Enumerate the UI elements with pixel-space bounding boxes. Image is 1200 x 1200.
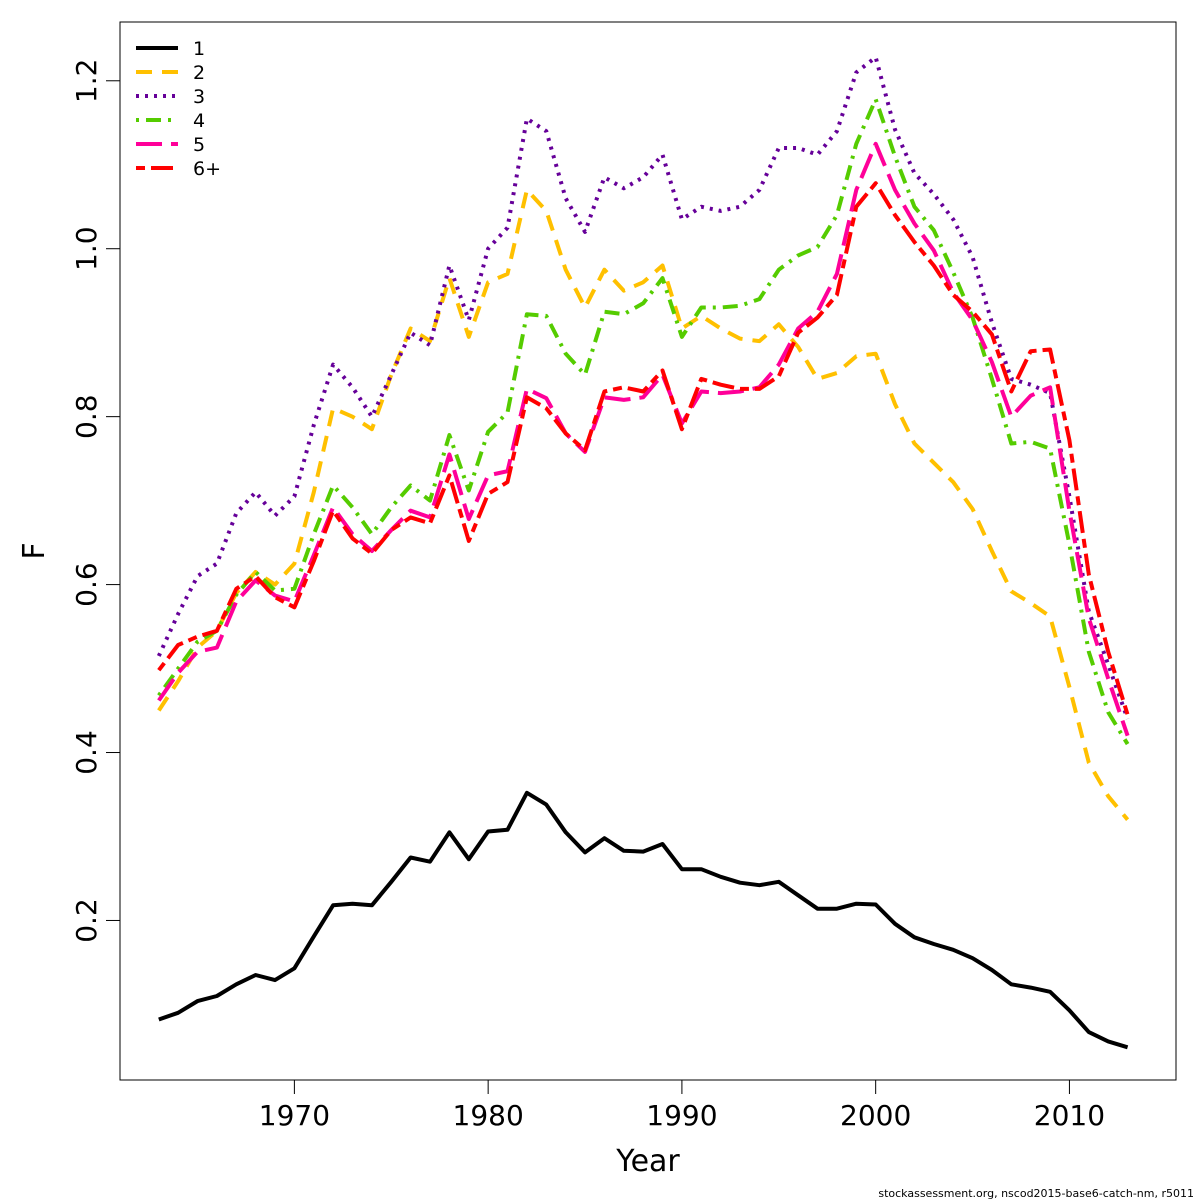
legend-label-3: 3: [193, 86, 205, 108]
series-line-5: [157, 141, 1130, 737]
y-tick-label-3: 0.8: [70, 394, 103, 439]
series-line-2: [157, 187, 1130, 821]
series-line-1: [158, 790, 1129, 1050]
series-line-4: [157, 97, 1130, 746]
plot-frame: [119, 21, 1177, 1081]
series-line-3: [156, 55, 1130, 720]
y-tick-label-4: 1.0: [70, 226, 103, 271]
footer-credit: stockassessment.org, nscod2015-base6-cat…: [878, 1187, 1194, 1200]
legend-label-5: 5: [193, 134, 205, 156]
series-line-6: [157, 181, 1130, 716]
legend-label-1: 1: [193, 38, 205, 60]
series-layer: [156, 55, 1130, 1050]
y-tick-label-5: 1.2: [70, 59, 103, 104]
y-tick-label-0: 0.2: [70, 898, 103, 943]
x-tick-label-1970: 1970: [259, 1099, 330, 1132]
y-tick-label-2: 0.6: [70, 562, 103, 607]
x-tick-label-1980: 1980: [453, 1099, 524, 1132]
legend-label-4: 4: [193, 110, 205, 132]
y-axis-title: F: [17, 542, 52, 559]
x-tick-label-1990: 1990: [646, 1099, 717, 1132]
legend-label-6: 6+: [193, 158, 221, 180]
x-tick-label-2000: 2000: [840, 1099, 911, 1132]
x-axis: 1970 1980 1990 2000 2010: [259, 1079, 1105, 1132]
x-axis-title: Year: [615, 1144, 680, 1179]
y-axis: 0.2 0.4 0.6 0.8 1.0 1.2: [70, 59, 121, 943]
x-tick-label-2010: 2010: [1034, 1099, 1105, 1132]
legend-label-2: 2: [193, 62, 205, 84]
y-tick-label-1: 0.4: [70, 730, 103, 775]
